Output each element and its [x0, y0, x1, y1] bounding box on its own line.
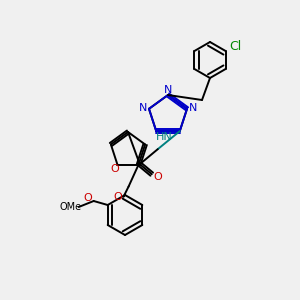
Text: O: O	[153, 172, 162, 182]
Text: N: N	[139, 103, 147, 113]
Text: N: N	[189, 103, 197, 113]
Text: N: N	[164, 85, 172, 95]
Text: O: O	[113, 192, 122, 202]
Text: O: O	[83, 193, 92, 203]
Text: OMe: OMe	[60, 202, 82, 212]
Text: HN: HN	[155, 132, 172, 142]
Text: O: O	[110, 164, 119, 174]
Text: Cl: Cl	[230, 40, 242, 53]
